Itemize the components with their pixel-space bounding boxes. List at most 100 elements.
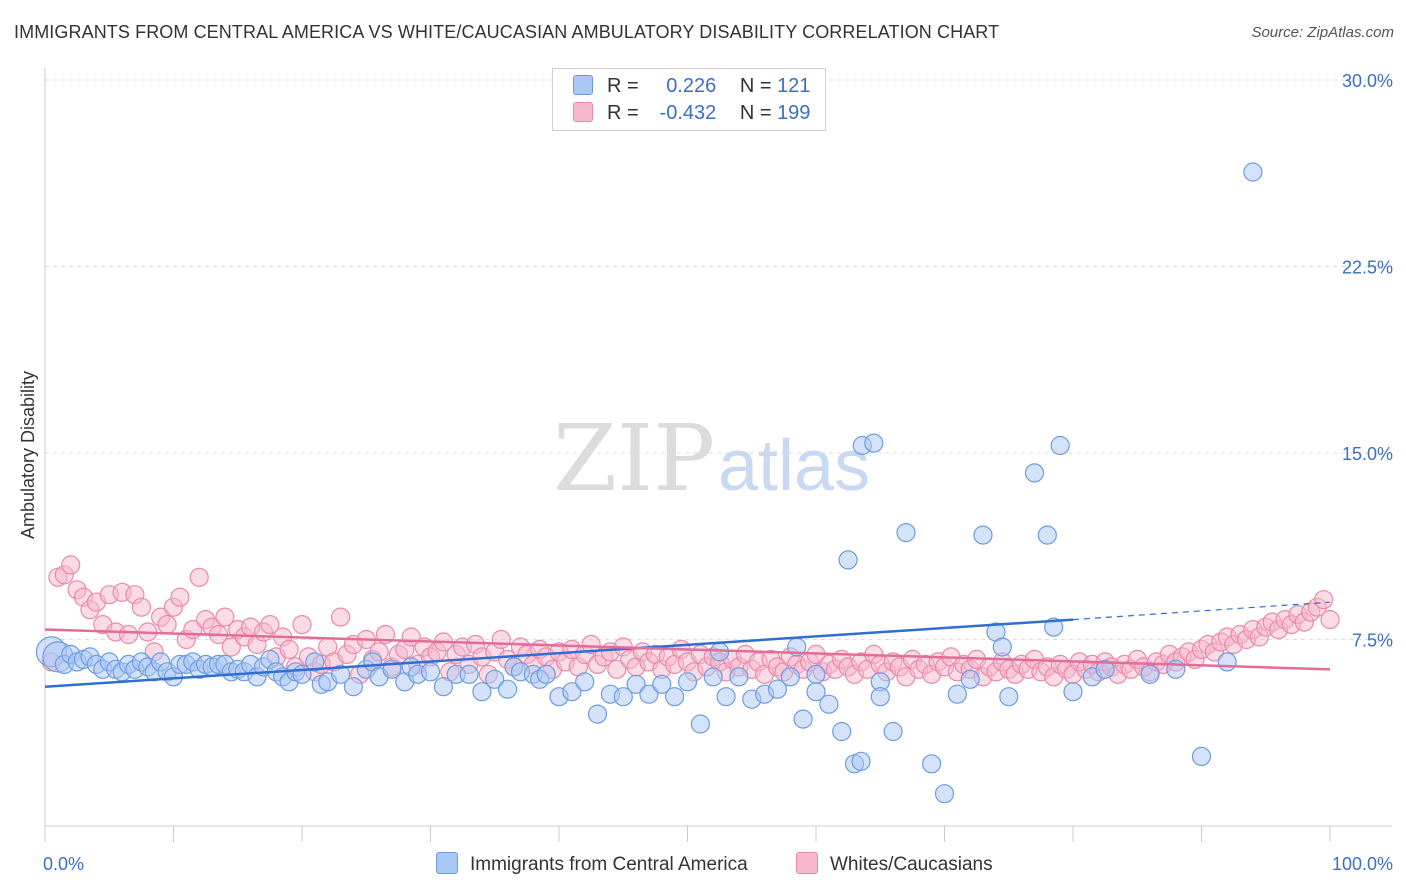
point-whites — [118, 624, 139, 645]
tick-labels: 7.5% 15.0% 22.5% 30.0% 0.0% 100.0% — [43, 71, 1393, 874]
point-immigrants — [864, 433, 884, 453]
point-immigrants — [973, 525, 993, 545]
point-whites — [1313, 590, 1334, 610]
point-immigrants — [305, 652, 325, 672]
point-immigrants — [587, 704, 608, 724]
bottom-legend-immigrants: Immigrants from Central America — [436, 852, 748, 876]
legend-n-value: 199 — [777, 102, 811, 124]
legend-swatch-pink — [573, 102, 593, 122]
point-whites — [131, 597, 151, 617]
point-immigrants — [703, 667, 723, 687]
trend-line-immigrants-extension — [1072, 601, 1331, 621]
legend-r-value: 0.226 — [666, 75, 717, 97]
point-immigrants — [1024, 463, 1045, 483]
point-immigrants — [343, 677, 363, 697]
bottom-legend-swatch-blue — [436, 852, 458, 874]
point-immigrants — [433, 677, 453, 697]
point-immigrants — [485, 669, 505, 689]
point-whites — [279, 639, 299, 660]
bottom-legend-label: Immigrants from Central America — [470, 854, 748, 875]
point-immigrants — [690, 714, 711, 734]
point-immigrants — [1243, 162, 1263, 182]
point-immigrants — [934, 784, 955, 804]
point-immigrants — [562, 682, 582, 702]
trend-lines — [44, 601, 1331, 688]
point-whites — [221, 637, 241, 657]
point-immigrants — [1095, 659, 1115, 679]
point-immigrants — [1063, 682, 1083, 702]
point-whites — [607, 659, 627, 679]
point-whites — [1320, 609, 1340, 630]
point-immigrants — [870, 687, 890, 707]
point-immigrants — [639, 684, 659, 704]
point-immigrants — [999, 687, 1019, 707]
point-immigrants — [819, 694, 839, 714]
point-immigrants — [806, 664, 826, 684]
point-immigrants — [664, 687, 685, 707]
point-immigrants — [1037, 525, 1057, 545]
y-tick-label: 22.5% — [1342, 258, 1393, 278]
point-immigrants — [709, 642, 730, 662]
point-immigrants — [1166, 659, 1186, 679]
point-whites — [491, 629, 511, 650]
point-immigrants — [793, 709, 813, 729]
legend-n-label: N = — [739, 75, 772, 97]
point-immigrants — [459, 664, 479, 684]
chart-title: IMMIGRANTS FROM CENTRAL AMERICA VS WHITE… — [14, 22, 1000, 42]
point-immigrants — [613, 687, 633, 707]
point-whites — [61, 555, 81, 575]
point-immigrants — [626, 674, 646, 694]
legend-row-whites: R = -0.432 N = 199 — [573, 102, 810, 126]
point-immigrants — [472, 682, 492, 702]
point-immigrants — [1050, 435, 1070, 456]
legend-n-value: 121 — [777, 75, 811, 97]
legend-n-label: N = — [739, 102, 772, 124]
bottom-legend-label: Whites/Caucasians — [830, 854, 993, 875]
point-immigrants — [992, 637, 1012, 657]
trend-line-whites — [44, 628, 1331, 671]
point-whites — [170, 587, 190, 607]
legend: R = 0.226 N = 121 R = -0.432 N = 199 — [552, 68, 826, 131]
point-immigrants — [832, 721, 852, 742]
legend-r-value: -0.432 — [659, 102, 717, 124]
point-immigrants — [1191, 746, 1212, 767]
legend-row-immigrants: R = 0.226 N = 121 — [573, 75, 810, 99]
legend-r-label: R = — [607, 102, 639, 124]
point-whites — [292, 614, 312, 635]
point-immigrants — [536, 664, 556, 684]
y-axis-label: Ambulatory Disability — [18, 371, 38, 539]
watermark-atlas: atlas — [718, 426, 870, 506]
point-immigrants — [1044, 617, 1064, 637]
point-immigrants — [652, 674, 672, 694]
grid-lines — [45, 79, 1392, 640]
source-label: Source: ZipAtlas.com — [1251, 24, 1394, 41]
y-tick-label: 7.5% — [1352, 631, 1393, 651]
point-immigrants — [780, 667, 800, 687]
point-whites — [581, 634, 601, 655]
bottom-legend-whites: Whites/Caucasians — [796, 852, 993, 876]
legend-swatch-blue — [573, 75, 593, 95]
point-immigrants — [921, 754, 942, 774]
bottom-legend-swatch-pink — [796, 852, 818, 874]
x-tick-label: 0.0% — [43, 854, 84, 874]
point-immigrants — [896, 522, 916, 543]
point-immigrants — [767, 679, 788, 699]
point-immigrants — [1217, 652, 1237, 672]
point-immigrants — [838, 550, 858, 570]
point-immigrants — [575, 672, 595, 692]
point-immigrants — [716, 687, 736, 707]
legend-r-label: R = — [607, 75, 639, 97]
point-immigrants — [851, 751, 871, 771]
x-tick-label: 100.0% — [1332, 854, 1393, 874]
axes — [44, 68, 1392, 842]
point-immigrants — [1140, 664, 1160, 684]
watermark-zip: ZIP — [553, 405, 715, 512]
point-immigrants — [677, 672, 698, 692]
y-tick-label: 15.0% — [1342, 444, 1393, 464]
point-immigrants — [947, 684, 967, 704]
point-whites — [157, 614, 177, 635]
point-whites — [215, 607, 235, 627]
point-immigrants — [960, 669, 980, 689]
point-immigrants — [331, 664, 351, 684]
